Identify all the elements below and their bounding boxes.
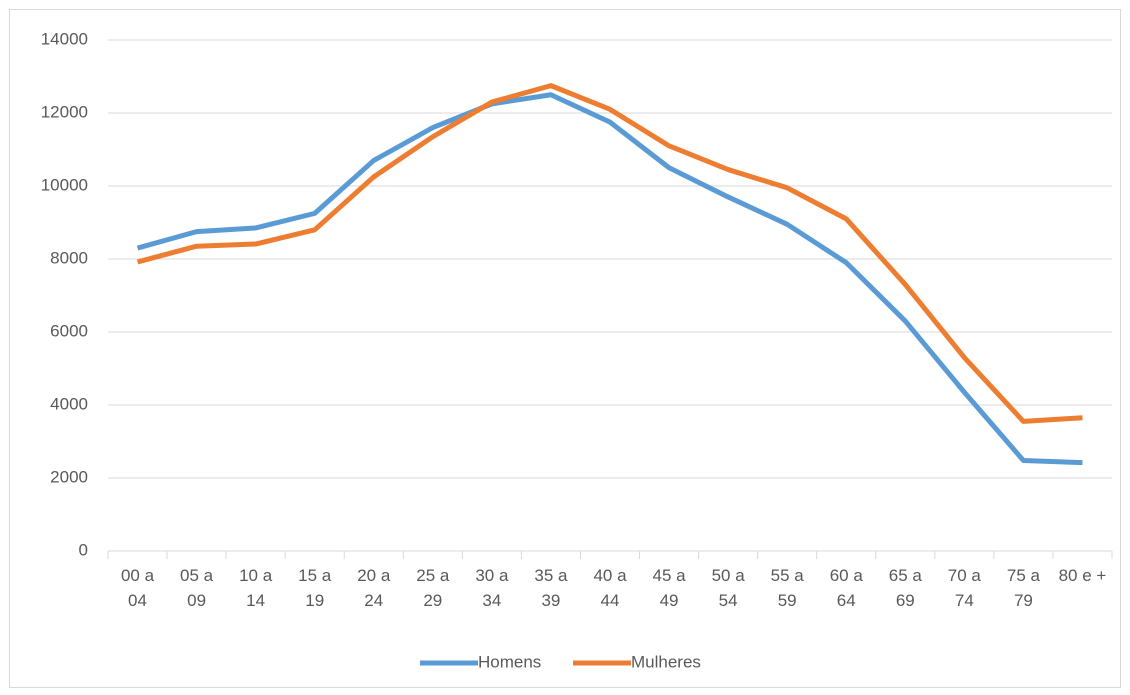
x-tick-label: 55 a 59 [770, 566, 804, 610]
y-tick-label: 4000 [50, 394, 88, 413]
y-tick-label: 0 [79, 540, 88, 559]
y-tick-label: 8000 [50, 248, 88, 267]
y-tick-label: 6000 [50, 321, 88, 340]
legend-label: Mulheres [631, 652, 701, 671]
chart-border [9, 9, 1121, 688]
x-tick-label: 70 a 74 [947, 566, 981, 610]
x-tick-label: 45 a 49 [652, 566, 686, 610]
y-tick-label: 12000 [41, 102, 88, 121]
x-tick-label: 30 a 34 [475, 566, 509, 610]
y-tick-label: 14000 [41, 29, 88, 48]
x-tick-label: 15 a 19 [298, 566, 332, 610]
legend-label: Homens [478, 652, 541, 671]
x-tick-label: 60 a 64 [829, 566, 863, 610]
x-tick-label: 65 a 69 [888, 566, 922, 610]
x-tick-label: 75 a 79 [1006, 566, 1040, 610]
x-tick-label: 40 a 44 [593, 566, 627, 610]
line [136, 83, 1083, 424]
x-tick-label: 80 e + [1058, 566, 1107, 585]
x-tick-label: 50 a 54 [711, 566, 745, 610]
y-tick-label: 10000 [41, 175, 88, 194]
x-tick-label: 05 a 09 [180, 566, 214, 610]
x-tick-label: 35 a 39 [534, 566, 568, 610]
line [136, 92, 1083, 466]
x-tick-label: 20 a 24 [357, 566, 391, 610]
x-tick-label: 00 a 04 [120, 566, 155, 610]
x-tick-label: 25 a 29 [416, 566, 450, 610]
x-tick-label: 10 a 14 [239, 566, 273, 610]
y-tick-label: 2000 [50, 467, 88, 486]
